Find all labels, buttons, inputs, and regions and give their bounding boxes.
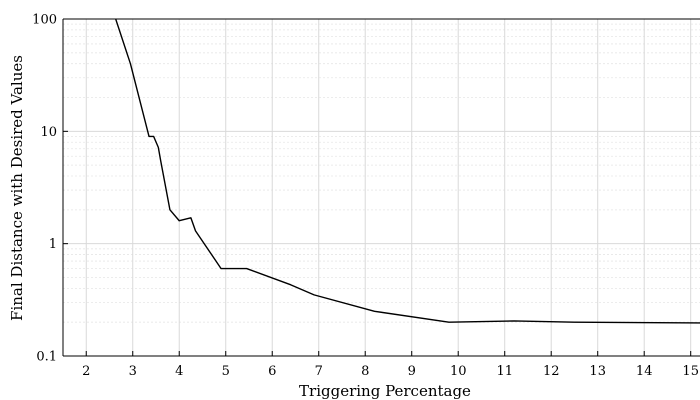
x-tick-label: 11 bbox=[496, 364, 513, 379]
x-tick-label: 12 bbox=[543, 364, 560, 379]
x-tick-label: 3 bbox=[129, 364, 137, 379]
y-tick-label: 0.1 bbox=[36, 350, 57, 365]
x-tick-label: 7 bbox=[315, 364, 323, 379]
axes bbox=[62, 18, 700, 357]
x-tick-label: 4 bbox=[175, 364, 183, 379]
x-tick-label: 2 bbox=[82, 364, 90, 379]
y-axis-label: Final Distance with Desired Values bbox=[8, 55, 26, 321]
x-tick-label: 6 bbox=[268, 364, 276, 379]
x-tick-label: 15 bbox=[682, 364, 699, 379]
y-tick-label: 10 bbox=[40, 125, 57, 140]
x-tick-label: 14 bbox=[636, 364, 653, 379]
x-tick-label: 9 bbox=[408, 364, 416, 379]
series-group bbox=[114, 19, 700, 324]
y-tick-label: 1 bbox=[49, 237, 57, 252]
x-tick-label: 10 bbox=[450, 364, 467, 379]
y-tick-label: 100 bbox=[32, 13, 57, 28]
x-axis-label: Triggering Percentage bbox=[299, 382, 471, 400]
x-tick-label: 8 bbox=[361, 364, 369, 379]
x-tick-label: 5 bbox=[222, 364, 230, 379]
major-grid bbox=[63, 19, 700, 356]
x-tick-label: 13 bbox=[589, 364, 606, 379]
y-ticks: 0.1 1 10 100 bbox=[32, 13, 68, 365]
minor-grid bbox=[63, 23, 700, 323]
series-line-0 bbox=[114, 19, 700, 324]
x-ticks: 2 3 4 5 6 7 8 9 10 11 12 13 14 15 bbox=[82, 351, 699, 379]
